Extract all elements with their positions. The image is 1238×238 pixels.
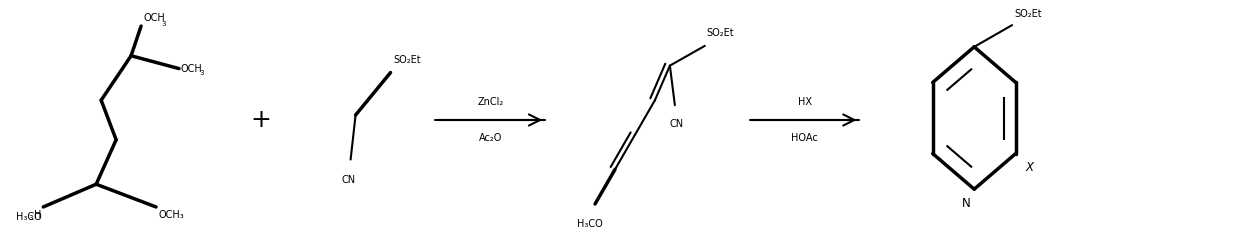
- Text: HX: HX: [797, 97, 812, 107]
- Text: OCH₃: OCH₃: [158, 210, 183, 220]
- Text: N: N: [962, 197, 971, 210]
- Text: 3: 3: [161, 21, 166, 27]
- Text: CN: CN: [342, 175, 355, 185]
- Text: OCH: OCH: [144, 13, 165, 23]
- Text: CN: CN: [670, 119, 683, 129]
- Text: SO₂Et: SO₂Et: [394, 55, 421, 65]
- Text: 3: 3: [28, 215, 33, 221]
- Text: 3: 3: [199, 69, 203, 75]
- Text: H₃CO: H₃CO: [577, 219, 603, 229]
- Text: SO₂Et: SO₂Et: [707, 28, 734, 38]
- Text: Ac₂O: Ac₂O: [479, 133, 501, 143]
- Text: OCH: OCH: [181, 64, 203, 74]
- Text: X: X: [1025, 162, 1034, 174]
- Text: H: H: [33, 210, 41, 220]
- Text: ZnCl₂: ZnCl₂: [477, 97, 504, 107]
- Text: HOAc: HOAc: [791, 133, 818, 143]
- Text: SO₂Et: SO₂Et: [1014, 9, 1041, 19]
- Text: +: +: [250, 108, 271, 132]
- Text: H₃CO: H₃CO: [16, 212, 41, 222]
